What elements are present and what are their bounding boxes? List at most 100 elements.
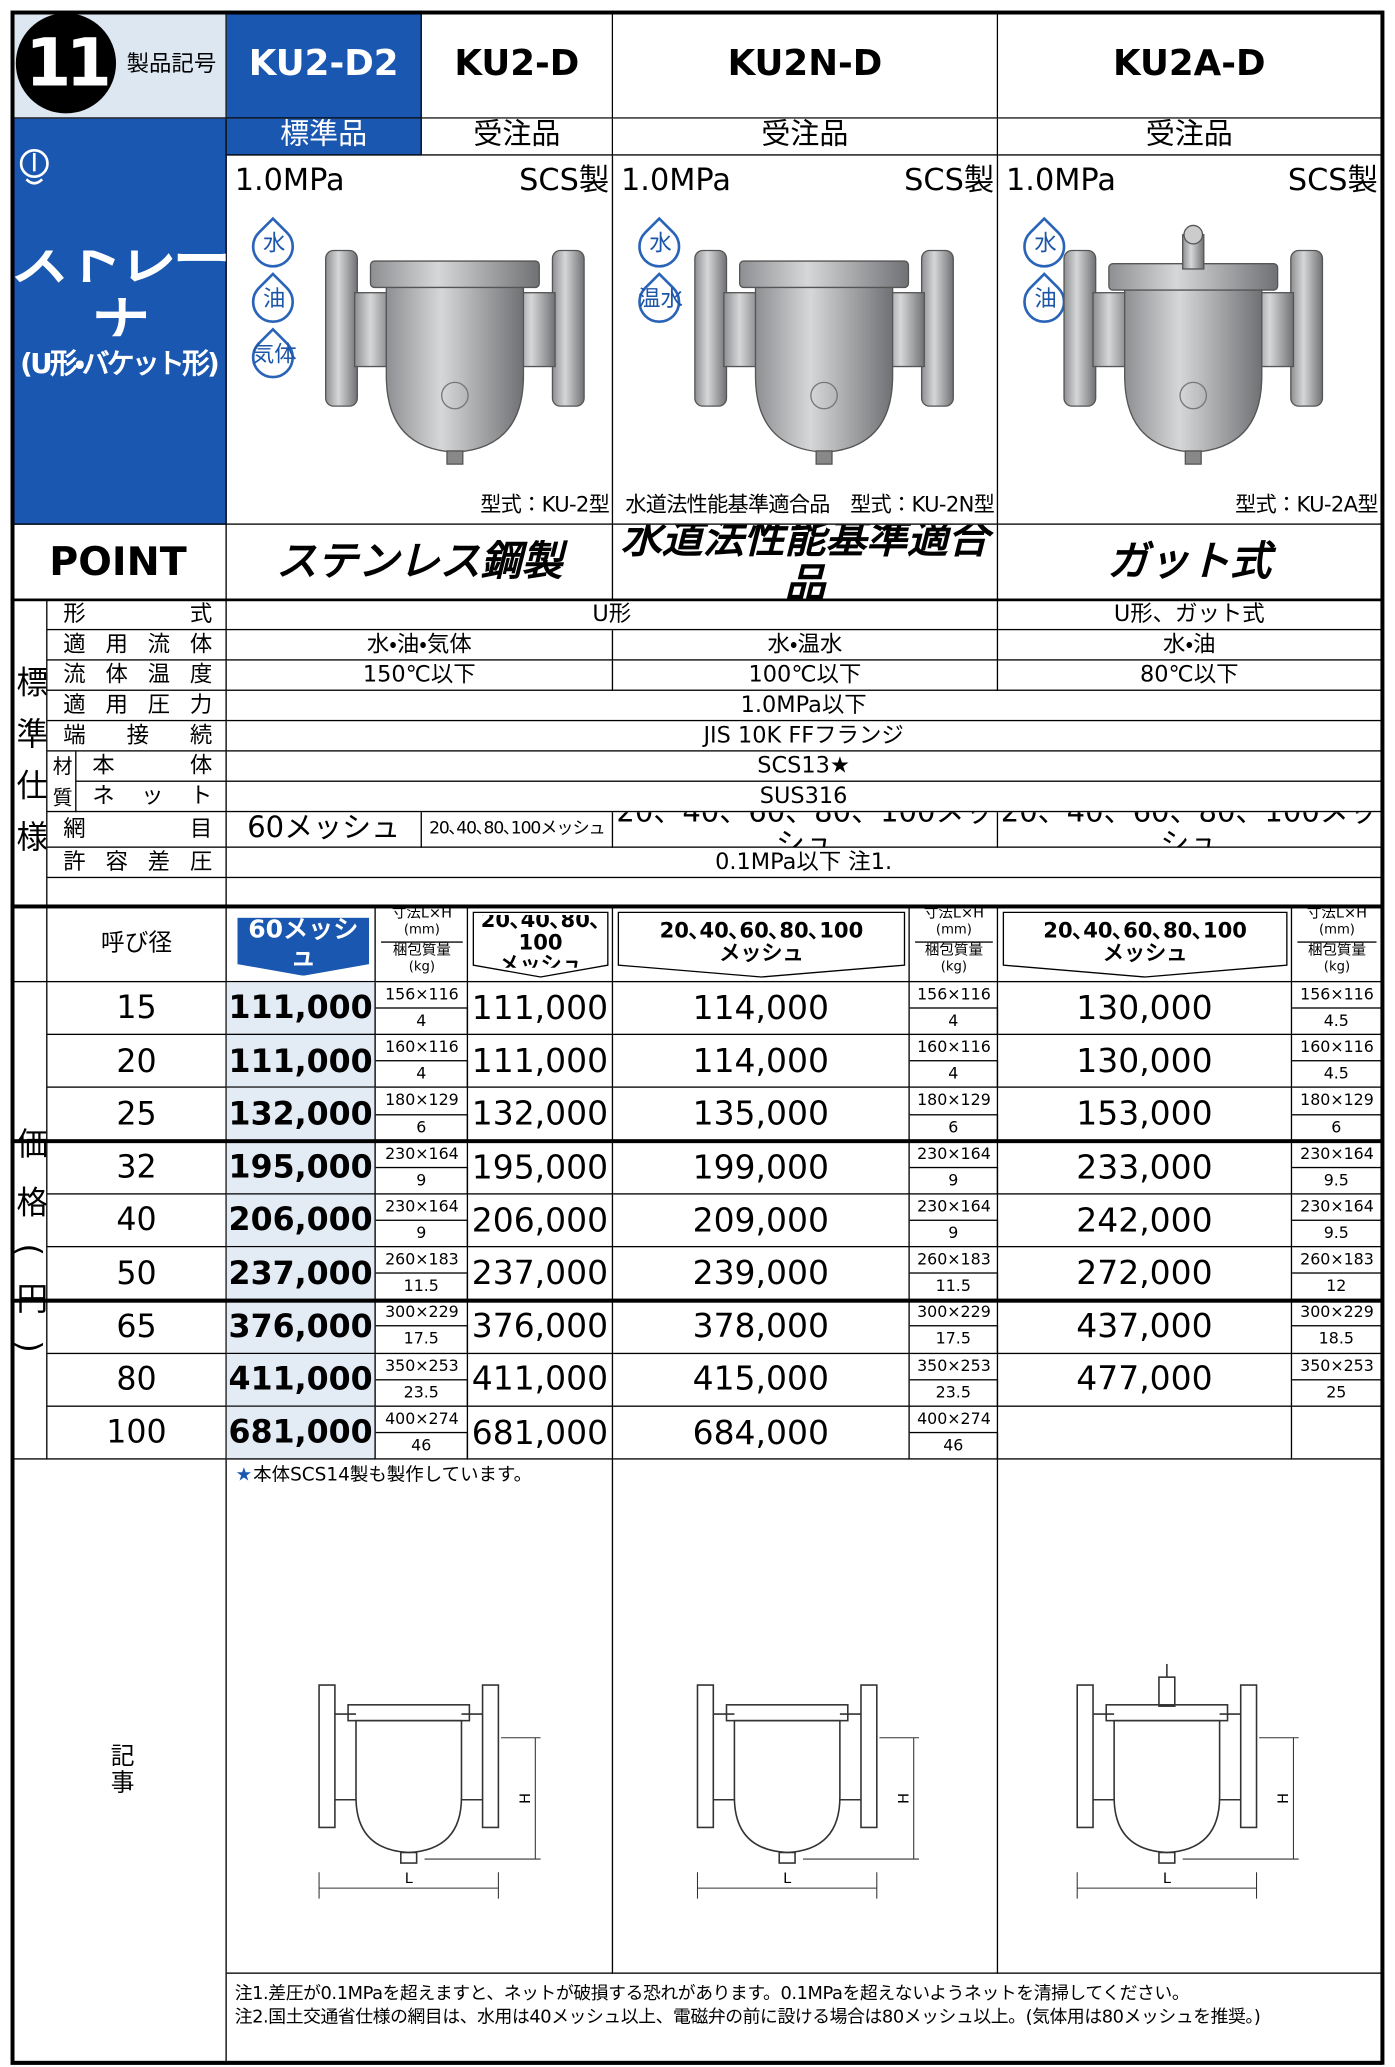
rule: [1380, 1141, 1382, 1195]
dim-weight: 4.5: [1292, 1008, 1382, 1036]
dim-header-text: (kg): [1323, 959, 1351, 975]
spec-value: 80℃以下: [998, 660, 1382, 691]
dim-header-text: 梱包質量: [924, 942, 983, 960]
dim-size: 230×164: [1292, 1194, 1382, 1221]
dim-weight: 9: [375, 1220, 469, 1248]
note-line: 注2.国土交通省仕様の網目は、水用は40メッシュ以上、電磁弁の前に設ける場合は8…: [234, 2006, 1261, 2028]
dim-header-text: (kg): [408, 959, 436, 975]
rule: [466, 1141, 469, 1195]
spec-label: 流体温度: [47, 660, 227, 691]
body-material: SCS製: [904, 163, 995, 199]
dim-weight: 23.5: [375, 1380, 469, 1407]
dim-size: 160×116: [909, 1035, 999, 1062]
rule: [1380, 1035, 1382, 1089]
rule: [996, 1247, 999, 1301]
product-code: KU2A-D: [998, 10, 1382, 119]
dim-weight: 18.5: [1292, 1326, 1382, 1354]
model-type: 型式：KU-2型: [480, 492, 610, 518]
spec-value: SCS13★: [226, 751, 1382, 782]
dim-size: 260×183: [1292, 1247, 1382, 1274]
nominal-size: 15: [47, 982, 227, 1036]
spec-label: 適用圧力: [47, 690, 227, 722]
product-code: KU2-D: [421, 10, 614, 119]
dim-header-text: (mm): [403, 922, 440, 937]
price: 114,000: [613, 982, 910, 1036]
dim-header: [909, 905, 999, 983]
dim-size: 180×129: [909, 1088, 999, 1115]
rule: [381, 940, 463, 943]
status: 標準品: [226, 118, 422, 156]
spec-label: 端接続: [47, 721, 227, 752]
spec-value: 150℃以下: [226, 660, 614, 691]
dim-size: 156×116: [375, 982, 469, 1009]
price: 195,000: [226, 1141, 376, 1195]
spec-value: 水・温水: [613, 630, 999, 661]
number-badge: 11: [15, 13, 117, 114]
price: 681,000: [226, 1406, 376, 1460]
rule: [10, 598, 1382, 602]
fluid-icon: 水: [243, 216, 306, 277]
nominal-size: 80: [47, 1353, 227, 1407]
dim-header-text: 梱包質量: [392, 942, 451, 960]
badge-cell: [226, 905, 376, 983]
dim-weight: 4: [909, 1061, 999, 1089]
dim-weight: 4.5: [1292, 1061, 1382, 1089]
mesh-header: 20､40､60､80､100 メッシュ: [1043, 917, 1247, 966]
dim-size: 400×274: [909, 1407, 999, 1434]
dim-weight: 6: [909, 1114, 999, 1142]
rule: [10, 1298, 1382, 1303]
body-material: SCS製: [519, 163, 610, 199]
price: 135,000: [613, 1088, 910, 1142]
status: 受注品: [421, 118, 614, 156]
dim-size: 260×183: [909, 1247, 999, 1274]
price: 681,000: [468, 1406, 614, 1460]
nominal-size: 40: [47, 1194, 227, 1248]
mesh-badge: 60メッシュ: [237, 917, 370, 976]
fluid-label: 温水: [638, 286, 683, 313]
rule: [466, 1088, 469, 1142]
nominal-size: 20: [47, 1035, 227, 1089]
point-item: ガット式: [998, 524, 1382, 600]
dim-weight: 4: [375, 1061, 469, 1089]
pressure: 1.0MPa: [234, 163, 345, 199]
spec-value: 20、40、60、80、100メッシュ: [998, 812, 1382, 848]
price: 209,000: [613, 1194, 910, 1248]
dim-size: 230×164: [1292, 1141, 1382, 1168]
spec-label: 本体: [76, 751, 227, 782]
rule: [1297, 940, 1377, 943]
dim-size: 230×164: [375, 1194, 469, 1221]
rule: [996, 1088, 999, 1142]
body-material: SCS製: [1287, 163, 1378, 199]
price: 237,000: [468, 1247, 614, 1301]
point-item: 水道法性能基準適合品: [613, 524, 999, 600]
spec-value: 水・油・気体: [226, 630, 614, 661]
rule: [10, 1139, 1382, 1144]
model-type: 水道法性能基準適合品 型式：KU-2N型: [625, 492, 995, 518]
dim-size: 160×116: [1292, 1035, 1382, 1062]
product-code: KU2N-D: [613, 10, 999, 119]
spec-value: 1.0MPa以下: [226, 690, 1382, 722]
spec-value: 100℃以下: [613, 660, 999, 691]
mesh-header-cell: [998, 905, 1293, 983]
dim-weight: 9.5: [1292, 1220, 1382, 1248]
dim-weight: 17.5: [909, 1326, 999, 1354]
fluid-label: 水: [1034, 230, 1057, 258]
mesh-header-cell: [468, 905, 614, 983]
rule: [996, 1406, 999, 1460]
price: 272,000: [998, 1247, 1293, 1301]
rule: [466, 1247, 469, 1301]
rule: [1380, 1194, 1382, 1248]
rule: [1380, 982, 1382, 1036]
dim-size: 400×274: [375, 1407, 469, 1434]
group-label: 標準仕様: [10, 599, 48, 906]
spec-value: 0.1MPa以下 注1.: [226, 847, 1382, 879]
dim-size: 156×116: [909, 982, 999, 1009]
spec-value: U形、ガット式: [998, 599, 1382, 631]
drawing-cell: [226, 1459, 614, 1974]
rule: [915, 940, 993, 943]
blank-cell: [47, 878, 227, 906]
drawing-cell: [613, 1459, 999, 1974]
fluid-icon: 水: [629, 216, 692, 277]
spec-value: 水・油: [998, 630, 1382, 661]
